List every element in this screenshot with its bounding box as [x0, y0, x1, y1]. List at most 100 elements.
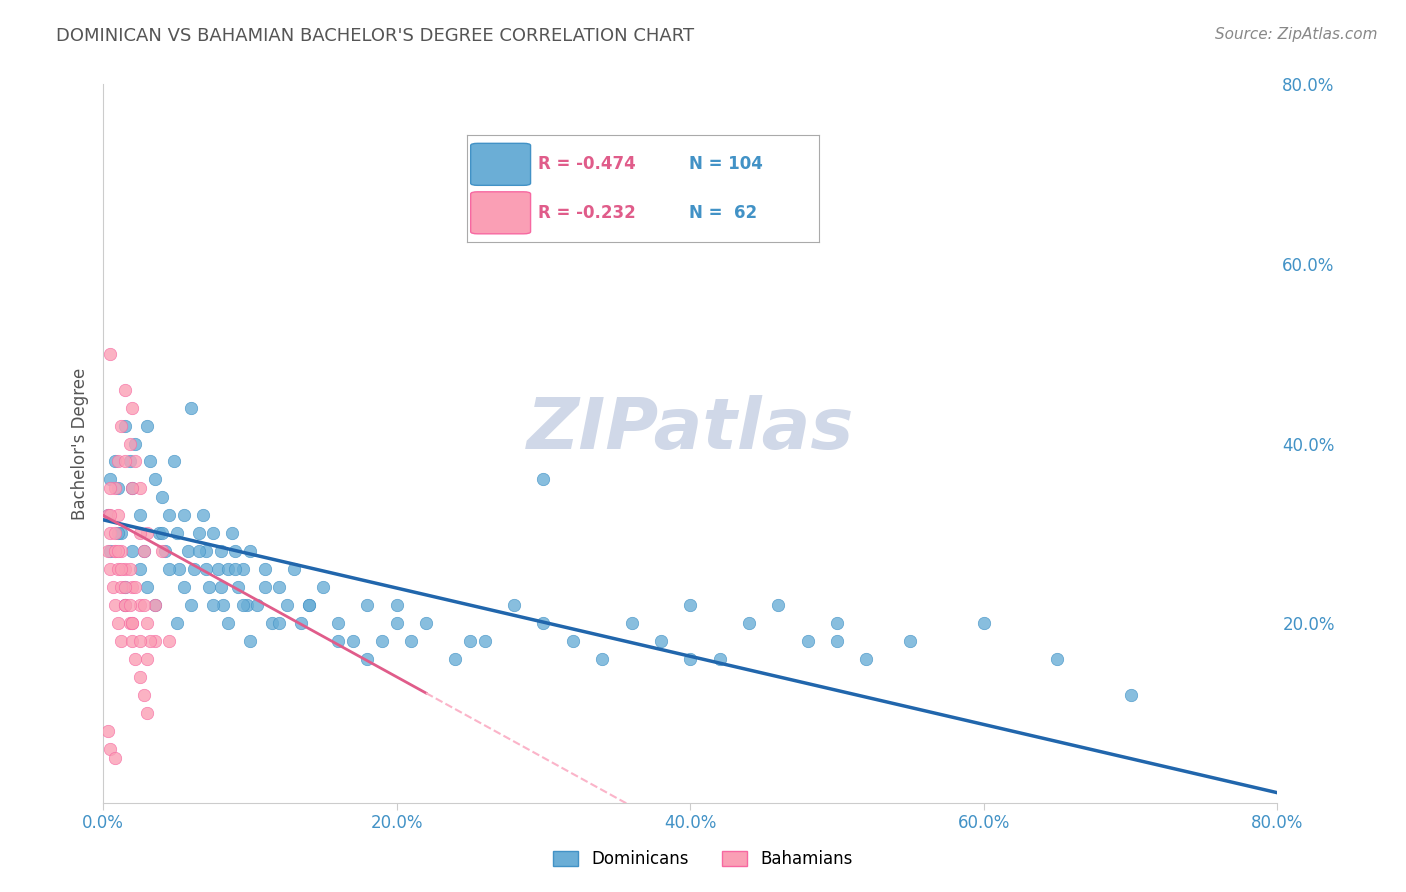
Point — [100, 562, 122, 576]
Text: Source: ZipAtlas.com: Source: ZipAtlas.com — [1215, 27, 1378, 42]
Point — [118, 436, 141, 450]
Point — [591, 652, 613, 666]
Point — [290, 615, 312, 630]
Point — [180, 401, 202, 415]
Point — [401, 634, 423, 648]
Point — [104, 598, 127, 612]
Point — [217, 562, 239, 576]
Point — [128, 526, 150, 541]
Point — [100, 741, 122, 756]
Point — [709, 652, 731, 666]
Point — [444, 652, 467, 666]
Point — [104, 526, 127, 541]
Point — [128, 634, 150, 648]
Point — [136, 706, 159, 720]
Point — [796, 634, 818, 648]
Point — [458, 634, 481, 648]
Point — [269, 580, 291, 594]
Point — [298, 598, 321, 612]
Point — [503, 598, 526, 612]
Point — [166, 526, 188, 541]
Point — [100, 526, 122, 541]
Point — [110, 562, 132, 576]
Point — [356, 598, 378, 612]
Point — [136, 580, 159, 594]
Point — [100, 347, 122, 361]
Point — [134, 688, 156, 702]
Point — [150, 526, 173, 541]
Point — [207, 562, 229, 576]
Point — [900, 634, 922, 648]
Point — [371, 634, 394, 648]
Point — [104, 544, 127, 558]
Point — [114, 562, 136, 576]
Point — [107, 615, 129, 630]
Legend: Dominicans, Bahamians: Dominicans, Bahamians — [547, 844, 859, 875]
Point — [232, 562, 254, 576]
Point — [121, 401, 143, 415]
Point — [157, 562, 180, 576]
Point — [110, 580, 132, 594]
Y-axis label: Bachelor's Degree: Bachelor's Degree — [72, 368, 89, 520]
Point — [224, 562, 246, 576]
Point — [143, 634, 166, 648]
Point — [124, 454, 146, 468]
Point — [533, 472, 555, 486]
Point — [679, 598, 702, 612]
Point — [356, 652, 378, 666]
Point — [679, 652, 702, 666]
Point — [128, 562, 150, 576]
Point — [114, 383, 136, 397]
Point — [121, 615, 143, 630]
Point — [121, 544, 143, 558]
Point — [202, 598, 225, 612]
Point — [104, 544, 127, 558]
Point — [139, 634, 162, 648]
Point — [253, 580, 276, 594]
Point — [104, 750, 127, 764]
Point — [283, 562, 305, 576]
Point — [139, 454, 162, 468]
Point — [107, 454, 129, 468]
Point — [825, 615, 848, 630]
Point — [110, 418, 132, 433]
Point — [217, 615, 239, 630]
Point — [1046, 652, 1069, 666]
Point — [114, 598, 136, 612]
Point — [124, 580, 146, 594]
Point — [153, 544, 176, 558]
Point — [104, 454, 127, 468]
Point — [100, 482, 122, 496]
Point — [134, 544, 156, 558]
Point — [134, 598, 156, 612]
Point — [209, 544, 232, 558]
Point — [118, 615, 141, 630]
Point — [239, 634, 262, 648]
Point — [198, 580, 221, 594]
Point — [253, 562, 276, 576]
Point — [124, 436, 146, 450]
Point — [173, 508, 195, 523]
Point — [209, 580, 232, 594]
Text: ZIPatlas: ZIPatlas — [527, 394, 853, 464]
Point — [183, 562, 205, 576]
Point — [768, 598, 790, 612]
Point — [187, 544, 209, 558]
Point — [561, 634, 583, 648]
Point — [415, 615, 437, 630]
Point — [150, 491, 173, 505]
Point — [326, 634, 349, 648]
Point — [385, 615, 408, 630]
Point — [118, 454, 141, 468]
Point — [194, 562, 217, 576]
Point — [232, 598, 254, 612]
Point — [173, 580, 195, 594]
Point — [620, 615, 643, 630]
Point — [96, 508, 118, 523]
Point — [134, 544, 156, 558]
Point — [825, 634, 848, 648]
Point — [143, 472, 166, 486]
Point — [114, 598, 136, 612]
Point — [96, 544, 118, 558]
Point — [150, 544, 173, 558]
